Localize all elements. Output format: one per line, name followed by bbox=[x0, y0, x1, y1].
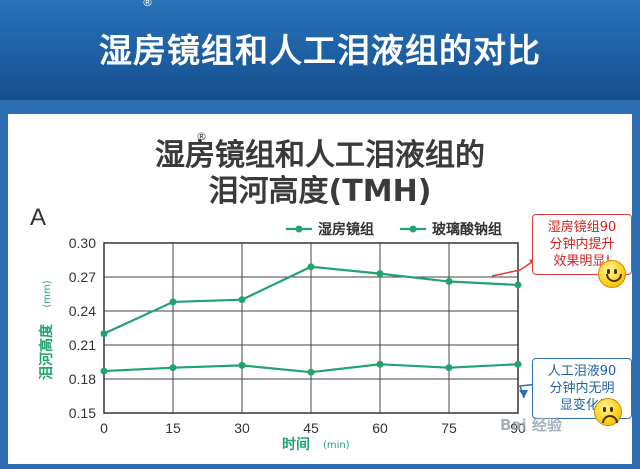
header-banner: 湿房镜组和人工泪液组的对比 ® bbox=[0, 0, 640, 100]
data-point bbox=[307, 263, 315, 271]
callout-line: 效果明显! bbox=[553, 254, 611, 269]
callout-line: 显变化! bbox=[559, 398, 605, 413]
y-axis-label: 泪河高度 bbox=[38, 323, 55, 380]
legend-marker bbox=[409, 225, 417, 233]
data-point bbox=[514, 360, 522, 368]
data-point bbox=[169, 364, 177, 372]
tick-labels: 0.30 0.27 0.24 0.21 0.18 0.150 15 30 45 60 75 90 bbox=[69, 235, 526, 436]
x-tick-label: 90 bbox=[510, 420, 526, 436]
watermark: Bai 经验 bbox=[500, 416, 562, 434]
data-point bbox=[100, 367, 108, 375]
x-axis-unit: (min) bbox=[323, 440, 350, 451]
data-point bbox=[238, 296, 246, 304]
x-tick-label: 30 bbox=[234, 420, 250, 436]
y-tick-label: 0.27 bbox=[69, 269, 96, 285]
data-point bbox=[376, 360, 384, 368]
callout-humidity-glasses: 湿房镜组90 分钟内提升 效果明显! bbox=[532, 214, 632, 275]
frown-icon bbox=[594, 398, 622, 426]
chart-panel bbox=[8, 114, 632, 464]
axes: 时间 (min) 泪河高度 (mm) bbox=[38, 242, 519, 453]
y-tick-label: 0.30 bbox=[69, 235, 96, 251]
data-point bbox=[238, 361, 246, 369]
y-tick-label: 0.24 bbox=[69, 303, 96, 319]
chart-title-registered-mark: ® bbox=[196, 130, 207, 143]
y-tick-label: 0.18 bbox=[69, 371, 96, 387]
callout-line: 人工泪液90 bbox=[547, 364, 617, 379]
chart-title-line1: 湿房镜组和人工泪液组的 bbox=[155, 138, 485, 173]
data-point bbox=[169, 298, 177, 306]
smile-icon bbox=[598, 260, 626, 288]
arrowhead bbox=[519, 390, 528, 398]
x-tick-label: 45 bbox=[303, 420, 319, 436]
x-tick-label: 60 bbox=[372, 420, 388, 436]
callout-artificial-tears: 人工泪液90 分钟内无明 显变化! bbox=[532, 358, 632, 419]
data-series bbox=[100, 263, 522, 376]
data-point bbox=[376, 270, 384, 278]
x-tick-label: 15 bbox=[165, 420, 181, 436]
y-tick-label: 0.15 bbox=[69, 405, 96, 421]
data-point bbox=[445, 278, 453, 286]
panel-label: A bbox=[30, 204, 47, 231]
chart-title-line2: 泪河高度(TMH) bbox=[208, 174, 432, 209]
legend-entry: 玻璃酸钠组 bbox=[432, 221, 502, 238]
callout-line: 湿房镜组90 bbox=[547, 220, 617, 235]
plot-area-border bbox=[103, 242, 519, 414]
callout-line: 分钟内提升 bbox=[549, 237, 615, 252]
callout-line: 分钟内无明 bbox=[549, 381, 615, 396]
x-tick-label: 75 bbox=[441, 420, 457, 436]
data-point bbox=[100, 330, 108, 338]
legend-marker bbox=[295, 225, 303, 233]
data-point bbox=[445, 364, 453, 372]
x-axis-label: 时间 bbox=[282, 436, 310, 453]
data-point bbox=[514, 281, 522, 289]
legend-entry: 湿房镜组 bbox=[318, 221, 374, 238]
legend: 湿房镜组 玻璃酸钠组 bbox=[286, 221, 502, 238]
y-tick-label: 0.21 bbox=[69, 337, 96, 353]
banner-title: 湿房镜组和人工泪液组的对比 bbox=[99, 31, 541, 70]
registered-mark: ® bbox=[142, 0, 153, 9]
x-tick-label: 0 bbox=[100, 420, 108, 436]
y-axis-unit: (mm) bbox=[42, 280, 53, 307]
data-point bbox=[307, 368, 315, 376]
